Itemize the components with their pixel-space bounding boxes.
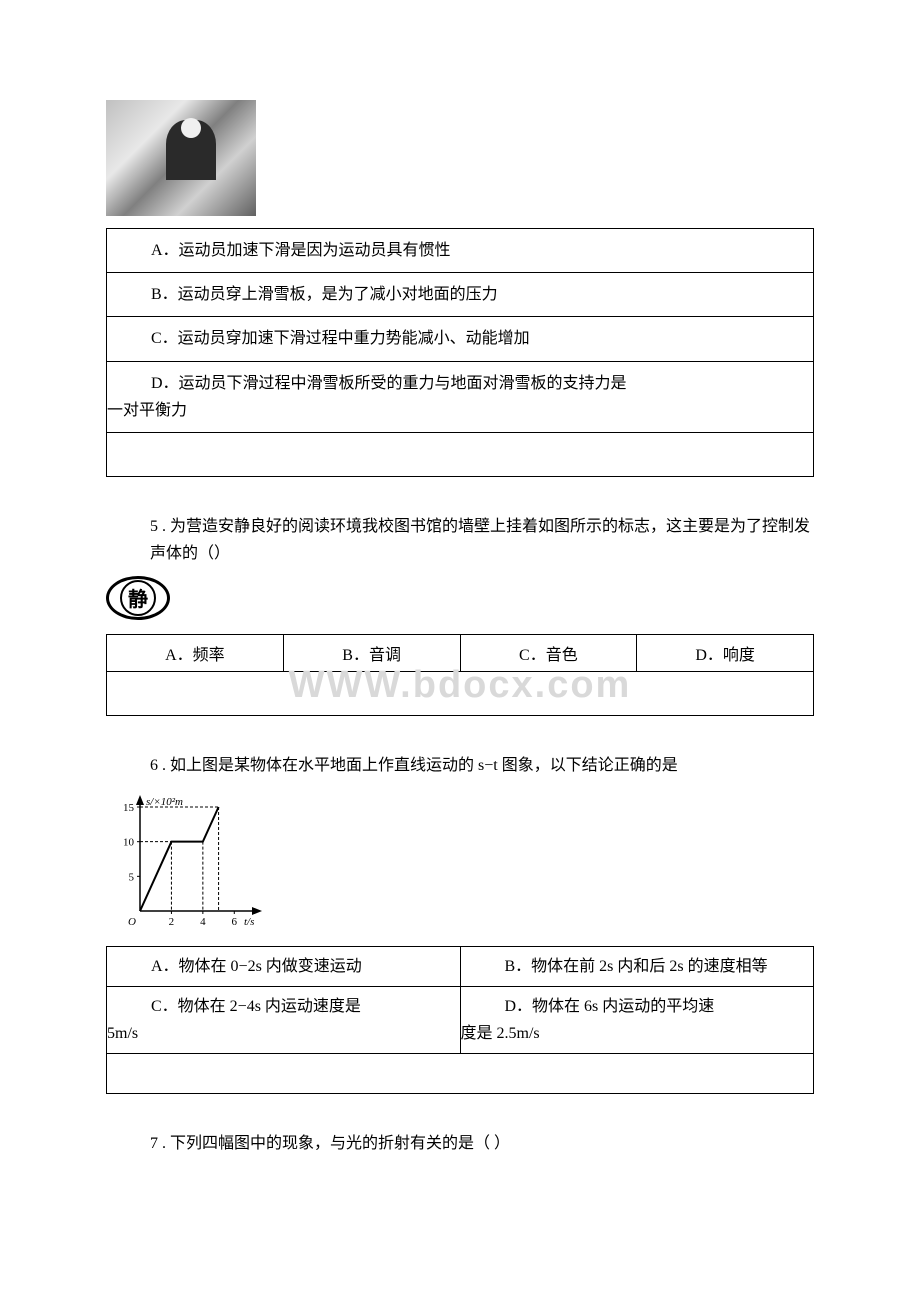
svg-text:s/×10²m: s/×10²m (146, 796, 183, 808)
svg-text:4: 4 (200, 916, 206, 928)
q4-options-table: A．运动员加速下滑是因为运动员具有惯性 B．运动员穿上滑雪板，是为了减小对地面的… (106, 228, 814, 477)
q6-empty-row (107, 1054, 814, 1094)
q6-text: 6 . 如上图是某物体在水平地面上作直线运动的 s−t 图象，以下结论正确的是 (106, 752, 814, 779)
q4-empty-row (107, 432, 814, 476)
q7-text: 7 . 下列四幅图中的现象，与光的折射有关的是（ ） (106, 1130, 814, 1157)
quiet-sign-image: 静 (106, 576, 176, 626)
q4-opt-b: B．运动员穿上滑雪板，是为了减小对地面的压力 (107, 273, 814, 317)
svg-text:5: 5 (129, 871, 135, 883)
q4-opt-d: D．运动员下滑过程中滑雪板所受的重力与地面对滑雪板的支持力是 一对平衡力 (107, 361, 814, 432)
svg-text:15: 15 (123, 802, 135, 814)
q4-opt-c: C．运动员穿加速下滑过程中重力势能减小、动能增加 (107, 317, 814, 361)
q5-opt-a: A．频率 (107, 634, 284, 671)
q5-options-table: A．频率 B．音调 C．音色 D．响度 WWW.bdocx.com (106, 634, 814, 716)
q5-opt-d: D．响度 (637, 634, 814, 671)
q6-options-table: A．物体在 0−2s 内做变速运动 B．物体在前 2s 内和后 2s 的速度相等… (106, 946, 814, 1095)
svg-text:6: 6 (232, 916, 238, 928)
svg-text:O: O (128, 916, 136, 928)
q5-opt-c: C．音色 (460, 634, 637, 671)
quiet-char: 静 (120, 580, 156, 616)
skier-image (106, 100, 256, 216)
q6-graph: 5 10 15 2 4 6 s/×10²m t/s O (106, 791, 266, 933)
q5-text: 5 . 为营造安静良好的阅读环境我校图书馆的墙壁上挂着如图所示的标志，这主要是为… (106, 513, 814, 567)
svg-text:2: 2 (169, 916, 175, 928)
q6-opt-c: C．物体在 2−4s 内运动速度是 5m/s (107, 986, 461, 1053)
svg-text:10: 10 (123, 836, 135, 848)
q4-opt-a: A．运动员加速下滑是因为运动员具有惯性 (107, 229, 814, 273)
q5-opt-b: B．音调 (283, 634, 460, 671)
q6-opt-b: B．物体在前 2s 内和后 2s 的速度相等 (460, 946, 814, 986)
svg-text:t/s: t/s (244, 916, 254, 928)
q6-opt-a: A．物体在 0−2s 内做变速运动 (107, 946, 461, 986)
q6-opt-d: D．物体在 6s 内运动的平均速 度是 2.5m/s (460, 986, 814, 1053)
watermark-cell: WWW.bdocx.com (107, 671, 814, 715)
